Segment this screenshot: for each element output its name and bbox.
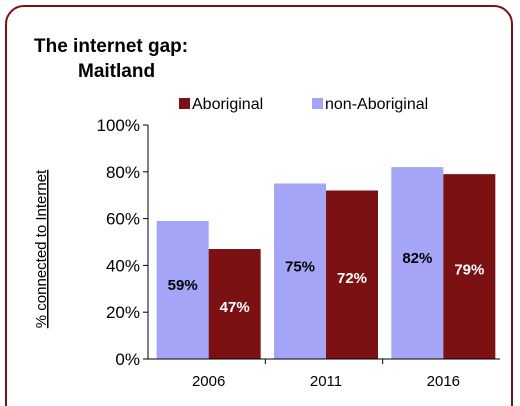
y-tick-label: 60%	[106, 210, 140, 229]
y-tick-label: 20%	[106, 303, 140, 322]
x-tick-label: 2016	[427, 373, 460, 390]
bar-aboriginal-2016	[443, 174, 496, 359]
data-label: 47%	[220, 299, 250, 316]
data-label: 82%	[402, 250, 432, 267]
data-label: 79%	[454, 262, 484, 279]
bar-aboriginal-2011	[326, 190, 378, 359]
x-tick-label: 2006	[192, 373, 225, 390]
chart-title-line1: The internet gap:	[34, 36, 188, 57]
legend-swatch-non-aboriginal	[312, 98, 323, 109]
legend-label-aboriginal: Aboriginal	[192, 96, 263, 113]
legend-label-non-aboriginal: non-Aboriginal	[325, 96, 428, 113]
data-label: 59%	[168, 277, 198, 294]
chart-frame	[5, 5, 513, 406]
y-tick-label: 40%	[106, 256, 140, 275]
data-label: 75%	[285, 258, 315, 275]
chart-title-line2: Maitland	[78, 61, 155, 82]
y-axis-label: % connected to Internet	[33, 169, 50, 328]
bar-non-aboriginal-2011	[274, 183, 326, 359]
y-tick-label: 100%	[97, 116, 140, 135]
x-axis: 2006 2011 2016	[148, 358, 500, 390]
bar-aboriginal-2006	[208, 249, 261, 359]
x-tick-label: 2011	[310, 373, 342, 390]
y-tick-label: 80%	[106, 163, 140, 182]
bar-non-aboriginal-2016	[391, 167, 444, 359]
y-axis: 0% 20% 40% 60% 80% 100%	[97, 116, 149, 369]
data-label: 72%	[337, 270, 367, 287]
legend-swatch-aboriginal	[179, 98, 190, 109]
y-tick-label: 0%	[115, 350, 140, 369]
bars: 59% 47% 75% 72% 82% 79%	[156, 167, 496, 359]
bar-non-aboriginal-2006	[156, 220, 209, 359]
